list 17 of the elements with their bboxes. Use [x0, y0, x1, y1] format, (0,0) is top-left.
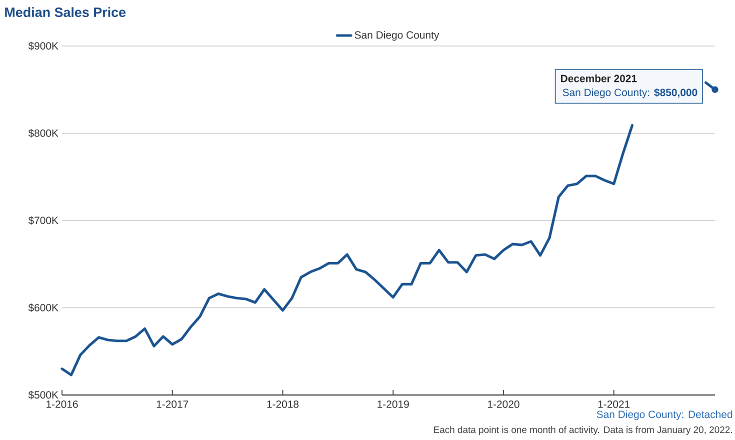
chart-title: Median Sales Price [5, 7, 126, 18]
y-tick-label: $900K [28, 42, 58, 50]
x-tick-label: 1-2019 [378, 400, 409, 408]
legend-label: San Diego County [354, 30, 440, 41]
y-tick-label: $700K [28, 216, 58, 225]
y-tick-label: $800K [28, 129, 58, 138]
x-tick-label: 1-2018 [267, 400, 299, 408]
x-tick-label: 1-2016 [46, 400, 78, 408]
x-tick-label: 1-2017 [156, 400, 188, 408]
x-tick-label: 1-2020 [488, 400, 520, 408]
y-tick-label: $600K [28, 304, 58, 312]
annotation: December 2021 [560, 74, 637, 82]
y-tick-label: $500K [28, 390, 58, 400]
text: San Diego County: Detached [596, 410, 732, 420]
annotation: San Diego County: $850,000 [562, 88, 698, 98]
x-tick-label: 1-2021 [598, 400, 630, 408]
text: Each data point is one month of activity. Data is from January 20, 2022. [434, 426, 732, 435]
